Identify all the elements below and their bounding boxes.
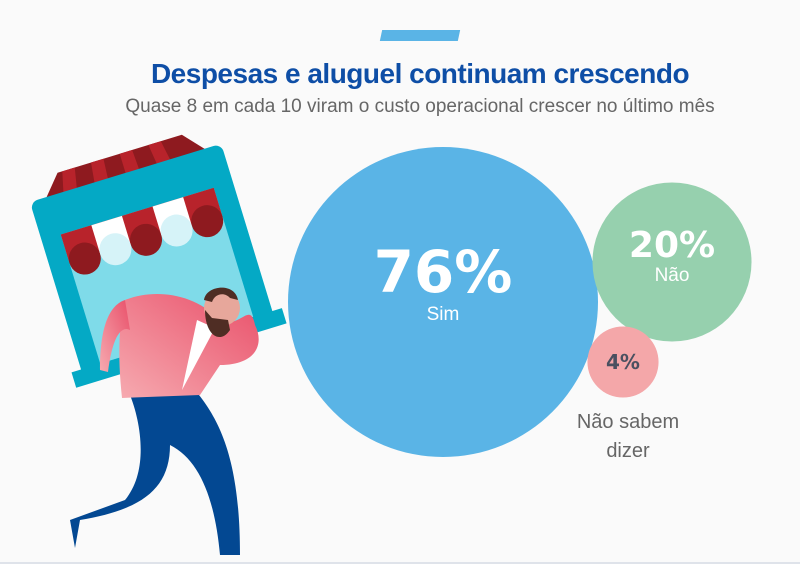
value-label: 4%	[606, 350, 640, 374]
category-label: Não sabem	[577, 411, 679, 433]
category-label-line2: dizer	[606, 440, 650, 462]
chart-subtitle: Quase 8 em cada 10 viram o custo operaci…	[125, 96, 715, 117]
category-label: Não	[655, 265, 690, 286]
bubble-0	[288, 147, 598, 457]
man-illustration	[70, 287, 259, 555]
value-label: 20%	[629, 225, 715, 266]
bubble-2	[587, 326, 659, 398]
bubble-1	[592, 182, 752, 342]
category-label: Sim	[427, 304, 460, 325]
value-label: 76%	[374, 238, 513, 306]
chart-title: Despesas e aluguel continuam crescendo	[150, 58, 690, 89]
bottom-divider	[0, 562, 800, 564]
